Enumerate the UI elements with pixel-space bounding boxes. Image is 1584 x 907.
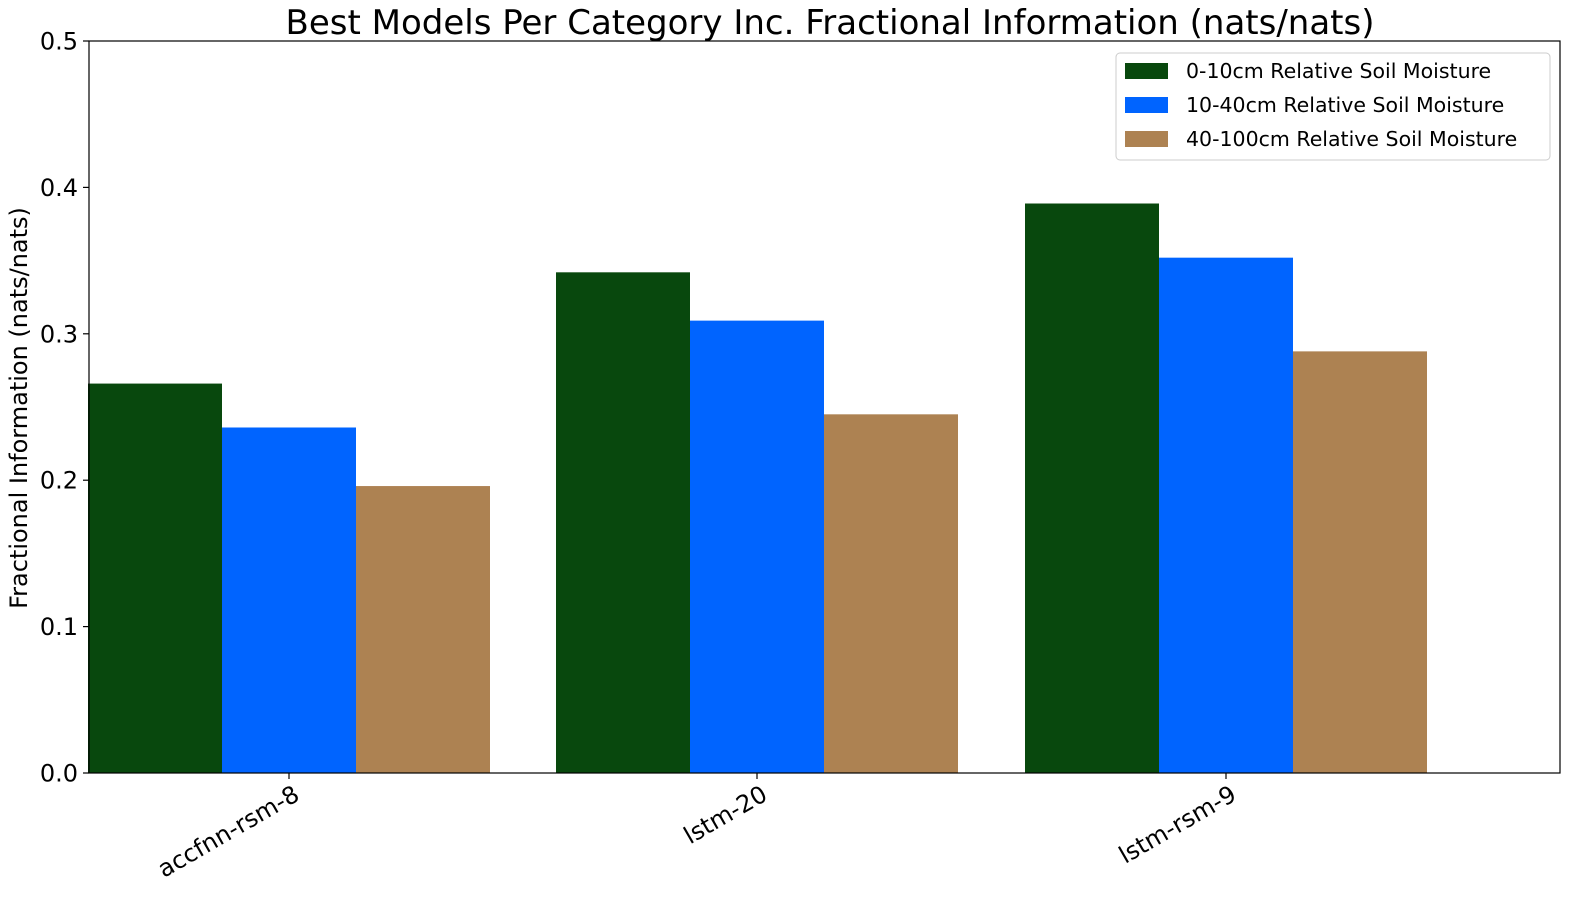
bar-lstm-rsm-9-series-1 — [1159, 257, 1293, 773]
y-tick-label: 0.5 — [40, 28, 78, 56]
bar-lstm-20-series-0 — [556, 272, 690, 773]
chart-title: Best Models Per Category Inc. Fractional… — [286, 3, 1375, 43]
bar-accfnn-rsm-8-series-2 — [356, 486, 490, 773]
legend-label: 10-40cm Relative Soil Moisture — [1186, 93, 1504, 117]
x-tick-label: lstm-20 — [679, 780, 772, 850]
legend-label: 40-100cm Relative Soil Moisture — [1186, 127, 1517, 151]
plot-frame — [88, 40, 1561, 774]
y-tick-label: 0.0 — [40, 760, 78, 788]
y-axis-label: Fractional Information (nats/nats) — [5, 207, 33, 609]
bar-lstm-rsm-9-series-0 — [1025, 203, 1159, 773]
y-tick-label: 0.2 — [40, 467, 78, 495]
bar-lstm-rsm-9-series-2 — [1293, 351, 1427, 773]
bar-accfnn-rsm-8-series-1 — [222, 427, 356, 773]
y-tick-label: 0.3 — [40, 320, 78, 348]
x-tick-label: lstm-rsm-9 — [1114, 780, 1241, 869]
bar-lstm-20-series-2 — [824, 414, 958, 773]
legend-label: 0-10cm Relative Soil Moisture — [1186, 59, 1491, 83]
bar-accfnn-rsm-8-series-0 — [88, 383, 222, 773]
legend-swatch — [1125, 131, 1168, 147]
legend-swatch — [1125, 97, 1168, 113]
bar-lstm-20-series-1 — [690, 320, 824, 773]
y-tick-label: 0.4 — [40, 174, 78, 202]
x-tick-label: accfnn-rsm-8 — [153, 780, 304, 883]
y-tick-label: 0.1 — [40, 613, 78, 641]
legend-box — [1115, 52, 1551, 161]
bars-layer — [88, 203, 1427, 773]
legend-swatch — [1125, 63, 1168, 79]
legend: 0-10cm Relative Soil Moisture 10-40cm Rel… — [1115, 52, 1551, 161]
